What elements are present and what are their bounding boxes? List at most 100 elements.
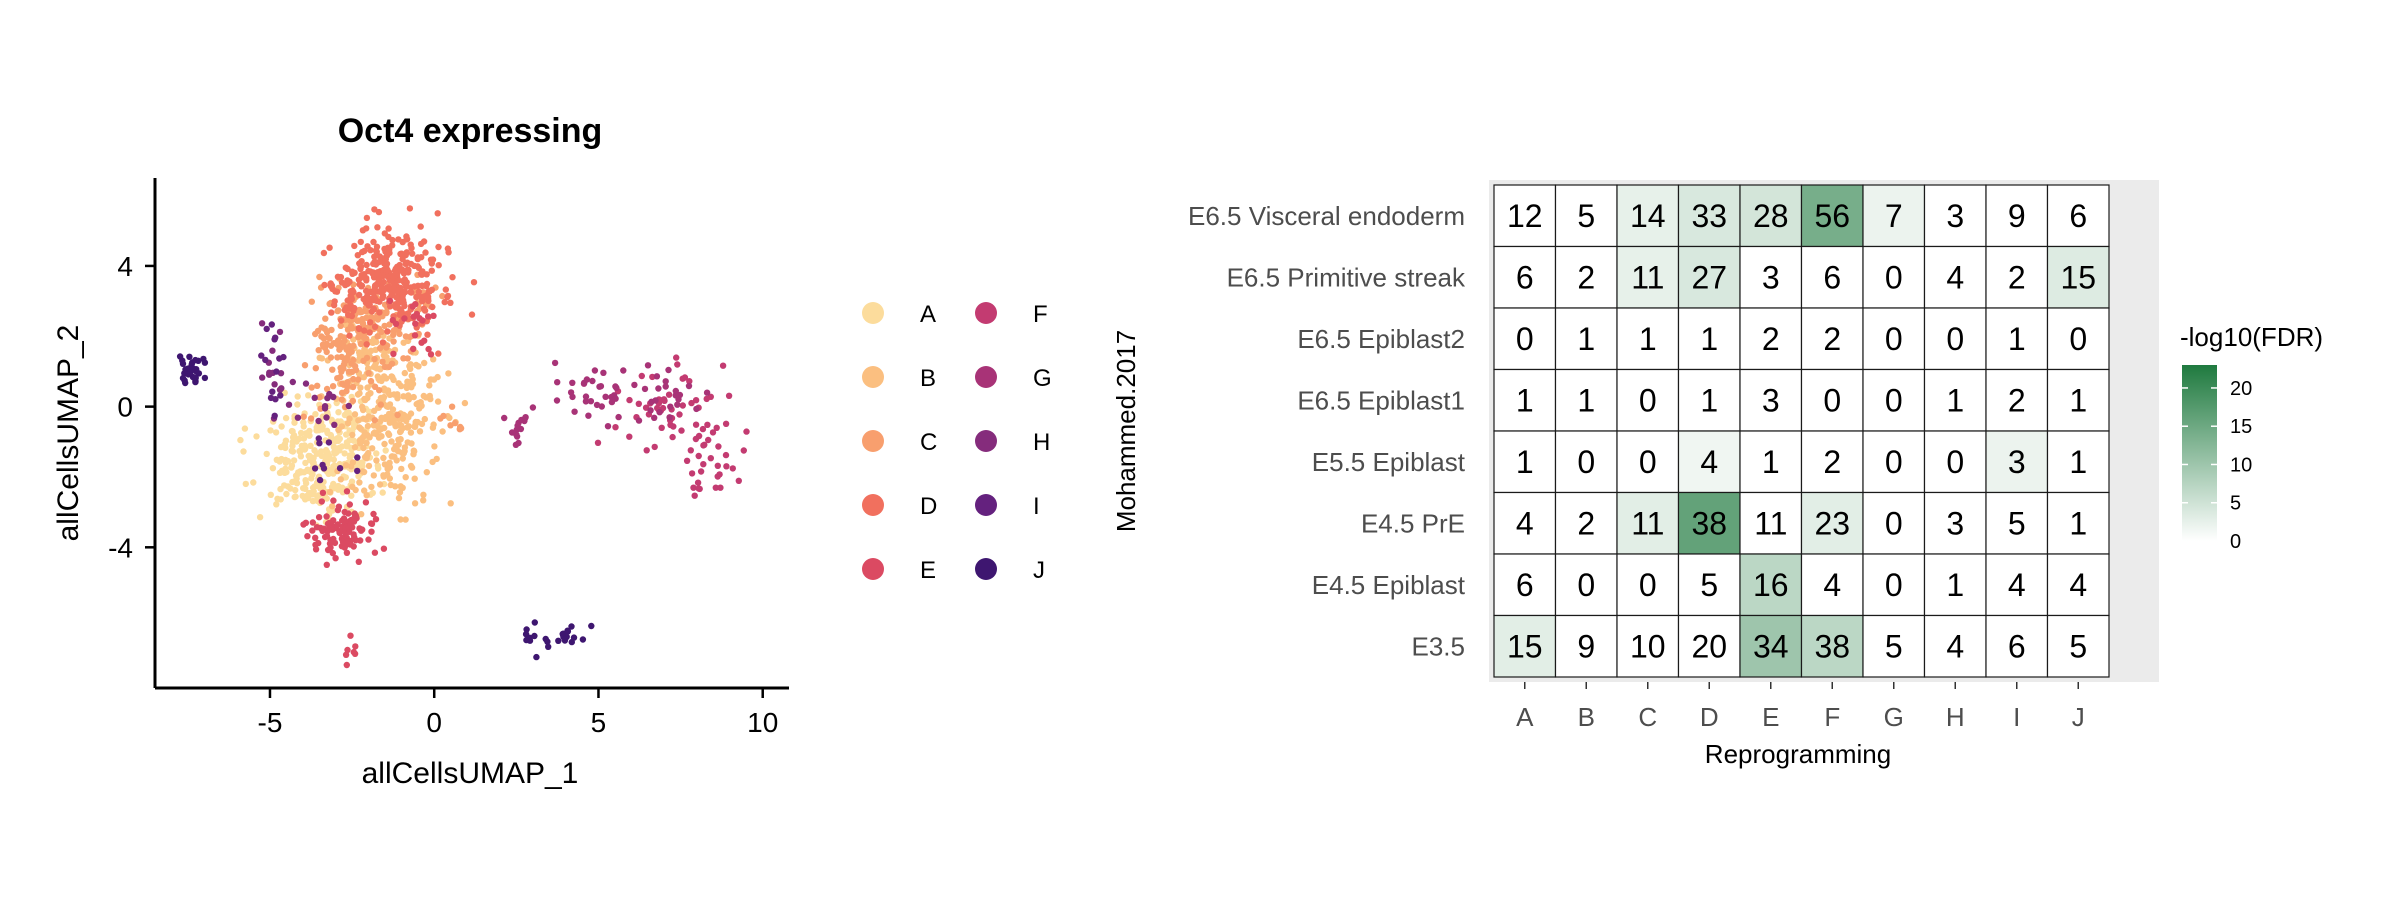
umap-point bbox=[377, 288, 384, 295]
umap-point bbox=[262, 356, 269, 364]
umap-point bbox=[653, 373, 661, 380]
heatmap-cell-value: 7 bbox=[1885, 198, 1903, 234]
heatmap-cell bbox=[1739, 614, 1803, 678]
umap-point bbox=[288, 462, 296, 469]
umap-legend-item-C: C bbox=[862, 429, 937, 456]
umap-point bbox=[351, 242, 358, 250]
umap-legend-label: D bbox=[920, 493, 937, 520]
umap-legend-swatch bbox=[862, 366, 884, 388]
umap-point bbox=[344, 646, 351, 654]
umap-point bbox=[367, 247, 374, 254]
heatmap-cell-value: 0 bbox=[1639, 382, 1657, 418]
umap-point bbox=[271, 412, 278, 419]
umap-legend-item-B: B bbox=[862, 365, 936, 392]
heatmap-cell-value: 1 bbox=[1577, 321, 1595, 357]
heatmap-cell-value: 3 bbox=[2008, 444, 2026, 480]
umap-point bbox=[395, 236, 402, 243]
heatmap-cell-value: 2 bbox=[1823, 321, 1841, 357]
umap-point bbox=[707, 455, 714, 462]
umap-point bbox=[301, 362, 309, 369]
umap-point bbox=[355, 376, 362, 383]
heatmap-cell bbox=[1985, 307, 2049, 371]
umap-point bbox=[375, 375, 382, 383]
heatmap-cell bbox=[2046, 184, 2110, 248]
umap-series-J bbox=[176, 353, 595, 661]
umap-legend-item-H: H bbox=[975, 429, 1050, 456]
umap-point bbox=[403, 393, 411, 400]
umap-point bbox=[363, 439, 370, 447]
umap-point bbox=[709, 429, 717, 436]
heatmap-cell-value: 0 bbox=[1639, 567, 1657, 603]
umap-point bbox=[446, 414, 453, 422]
heatmap-column-label: E bbox=[1762, 702, 1779, 732]
umap-point bbox=[313, 524, 321, 531]
umap-point bbox=[320, 249, 328, 257]
umap-point bbox=[326, 244, 333, 251]
umap-point bbox=[397, 421, 404, 428]
umap-x-tick-label: 5 bbox=[591, 707, 607, 738]
umap-point bbox=[704, 421, 711, 428]
umap-point bbox=[582, 398, 590, 405]
umap-point bbox=[370, 238, 377, 246]
umap-point bbox=[674, 361, 681, 368]
umap-y-tick-label: 4 bbox=[117, 251, 133, 282]
umap-point bbox=[326, 488, 334, 496]
umap-point bbox=[326, 519, 333, 527]
umap-point bbox=[375, 465, 382, 472]
umap-point bbox=[186, 353, 193, 360]
heatmap-column-label: I bbox=[2013, 702, 2020, 732]
umap-point bbox=[404, 423, 412, 431]
umap-point bbox=[329, 366, 336, 373]
heatmap-cell bbox=[1616, 368, 1680, 432]
umap-point bbox=[410, 345, 417, 352]
umap-point bbox=[309, 459, 317, 467]
heatmap-cell-value: 0 bbox=[1885, 321, 1903, 357]
umap-point bbox=[395, 380, 402, 387]
umap-legend-swatch bbox=[862, 494, 884, 516]
umap-point bbox=[311, 465, 319, 472]
umap-point bbox=[316, 273, 323, 281]
umap-point bbox=[681, 374, 689, 381]
umap-legend-label: F bbox=[1033, 301, 1048, 328]
heatmap-cell-value: 10 bbox=[1630, 628, 1666, 664]
umap-point bbox=[370, 260, 377, 268]
heatmap-cell bbox=[1677, 553, 1741, 617]
umap-point bbox=[334, 354, 341, 361]
umap-point bbox=[253, 433, 260, 440]
umap-point bbox=[306, 452, 314, 460]
umap-point bbox=[237, 436, 244, 444]
umap-point bbox=[320, 335, 328, 342]
umap-point bbox=[672, 387, 679, 395]
heatmap-cell-value: 5 bbox=[2069, 628, 2087, 664]
umap-point bbox=[308, 475, 315, 482]
umap-point bbox=[384, 273, 392, 281]
umap-point bbox=[328, 309, 335, 316]
heatmap-cell bbox=[1493, 368, 1557, 432]
umap-point bbox=[385, 431, 393, 438]
umap-point bbox=[400, 355, 407, 362]
heatmap-column-label: F bbox=[1824, 702, 1840, 732]
umap-point bbox=[388, 292, 395, 299]
umap-point bbox=[361, 429, 368, 436]
umap-point bbox=[337, 322, 344, 329]
umap-point bbox=[355, 325, 363, 332]
umap-point bbox=[421, 359, 428, 367]
umap-point bbox=[346, 415, 353, 422]
umap-point bbox=[582, 393, 590, 400]
umap-legend-label: E bbox=[920, 557, 936, 584]
umap-point bbox=[328, 537, 335, 545]
umap-point bbox=[531, 619, 538, 626]
umap-point bbox=[369, 489, 376, 497]
umap-point bbox=[342, 474, 349, 481]
umap-point bbox=[362, 499, 370, 506]
umap-point bbox=[329, 383, 337, 390]
heatmap-cell bbox=[1493, 614, 1557, 678]
umap-point bbox=[597, 383, 605, 390]
umap-point bbox=[357, 340, 365, 348]
umap-point bbox=[334, 521, 341, 528]
umap-point bbox=[371, 323, 379, 330]
heatmap-cell-value: 20 bbox=[1692, 628, 1728, 664]
umap-point bbox=[368, 483, 375, 491]
umap-point bbox=[740, 447, 747, 454]
heatmap-panel: 12 5 14 33 28 56 7 3 9 66 2 11 27 3 6 0 4 2 150 1 1 1 2 2 0 0 1 01 1… bbox=[1111, 180, 2323, 769]
